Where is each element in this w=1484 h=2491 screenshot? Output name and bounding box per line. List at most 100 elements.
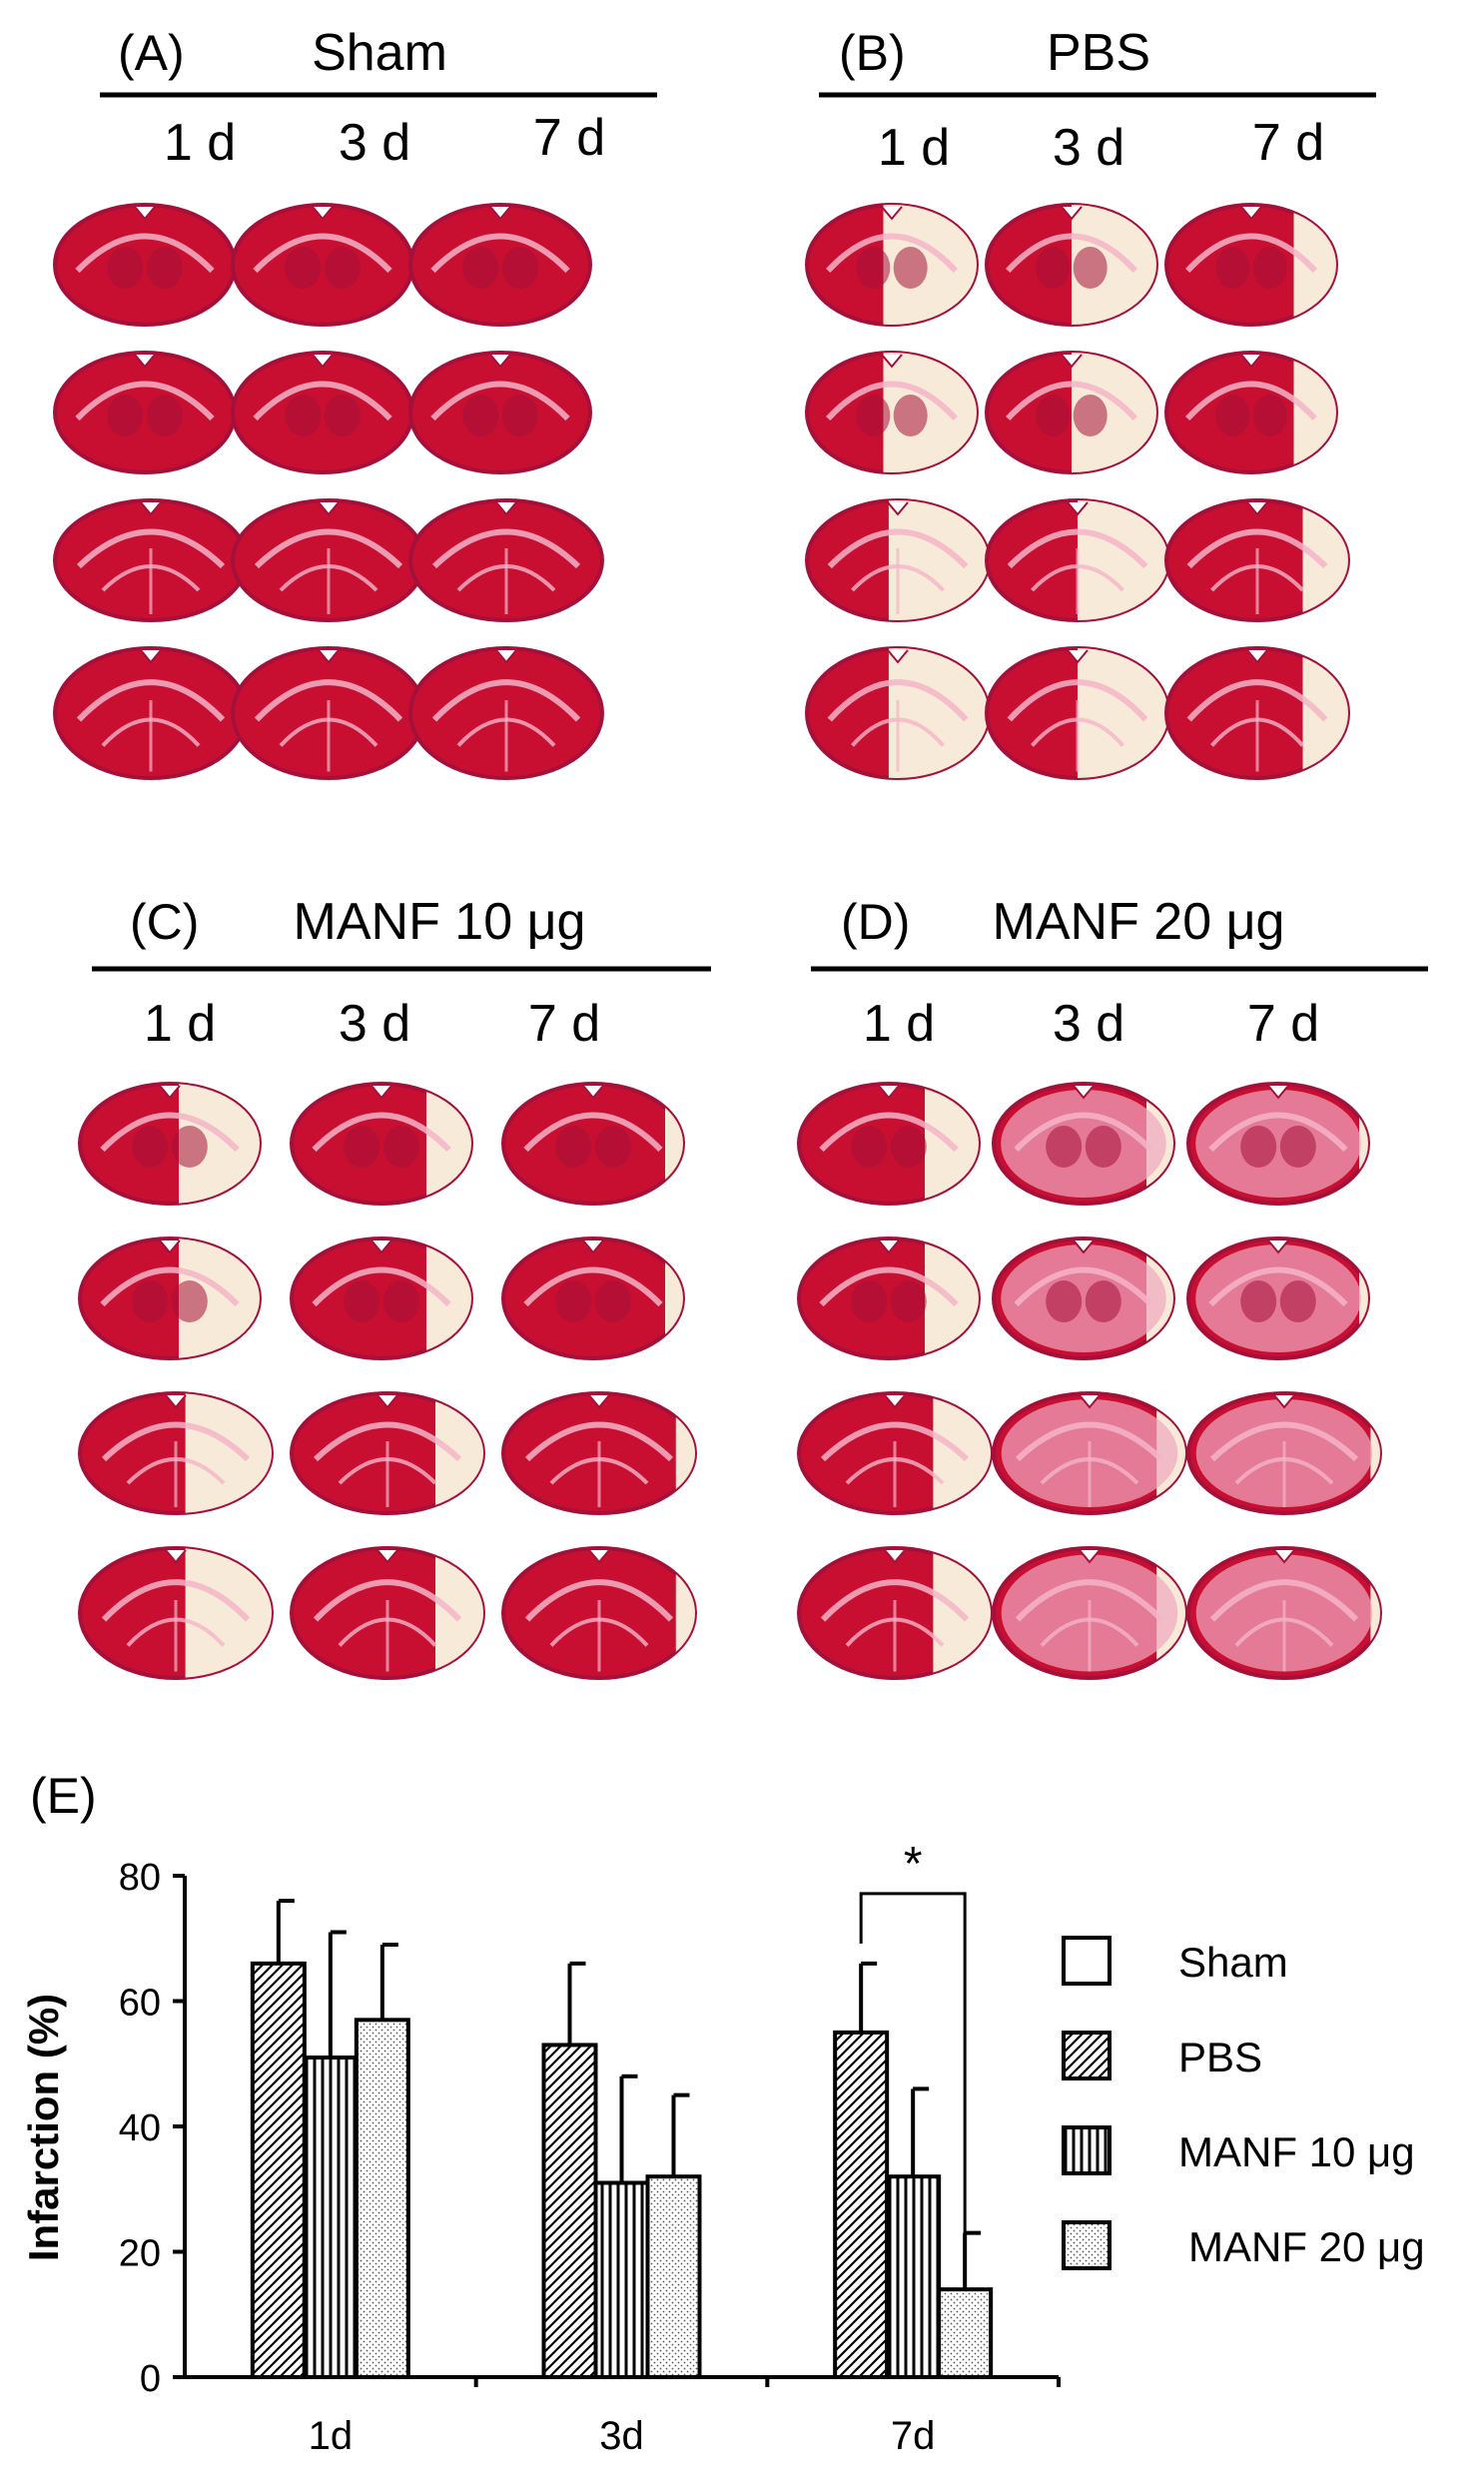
brain-slice [408, 646, 604, 780]
brain-slice [992, 1546, 1187, 1680]
brain-slice [992, 1237, 1175, 1360]
brain-slice [1186, 1391, 1382, 1515]
y-tick-label: 20 [119, 2233, 161, 2275]
brain-slice [805, 498, 991, 622]
significance-star: * [904, 1838, 923, 1891]
panel-label: (D) [841, 894, 910, 950]
brain-slice [53, 203, 237, 327]
brain-slice [501, 1237, 685, 1360]
panel-label: (A) [118, 25, 185, 81]
brain-slice [992, 1082, 1175, 1206]
brain-slice [78, 1237, 262, 1360]
brain-slice [501, 1546, 697, 1680]
legend-swatch [1062, 2125, 1112, 2175]
brain-slice [290, 1546, 485, 1680]
group-title: PBS [1047, 24, 1150, 82]
x-tick-label: 1d [309, 2414, 354, 2458]
brain-slice [408, 351, 592, 474]
y-tick-label: 0 [140, 2358, 161, 2400]
brain-slice [992, 1391, 1187, 1515]
brain-slice [985, 498, 1170, 622]
group-title: MANF 10 μg [294, 893, 586, 951]
brain-slice-grid [797, 1082, 1382, 1680]
legend-swatch [1062, 1936, 1112, 1986]
brain-slice [985, 351, 1158, 474]
brain-slice-grid [78, 1082, 697, 1680]
brain-slice [290, 1237, 473, 1360]
brain-slice [231, 203, 414, 327]
panel-pbs: (B) PBS 1 d 3 d 7 d [805, 24, 1376, 780]
x-tick-label: 7d [891, 2414, 936, 2458]
brain-slice [1186, 1237, 1370, 1360]
day-label: 3 d [339, 995, 410, 1053]
brain-slice [501, 1082, 685, 1206]
panel-label: (C) [130, 894, 199, 950]
brain-slice [985, 203, 1158, 327]
brain-slice [1164, 351, 1338, 474]
brain-slice [231, 646, 426, 780]
brain-slice [290, 1391, 485, 1515]
brain-slice [78, 1082, 262, 1206]
brain-slice [985, 646, 1170, 780]
day-label: 7 d [528, 995, 600, 1053]
panel-sham: (A) Sham 1 d 3 d 7 d [53, 24, 657, 780]
brain-slice [53, 498, 249, 622]
day-label: 3 d [1053, 995, 1124, 1053]
panel-label: (E) [30, 1768, 97, 1824]
y-axis-label: Infarction (%) [20, 1994, 67, 2261]
brain-slice [1186, 1082, 1370, 1206]
brain-slice [53, 351, 237, 474]
bar [250, 1961, 307, 2379]
brain-slice-grid [805, 203, 1350, 780]
brain-slice-grid [53, 203, 604, 780]
day-label: 1 d [144, 995, 216, 1053]
brain-slice [1164, 646, 1350, 780]
day-label: 1 d [878, 119, 950, 177]
significance-bracket [859, 1892, 967, 2280]
brain-slice [501, 1391, 697, 1515]
bar [302, 2055, 359, 2380]
brain-slice [231, 498, 426, 622]
bar [593, 2180, 650, 2380]
brain-slice [78, 1391, 274, 1515]
day-label: 7 d [1247, 995, 1319, 1053]
brain-slice [797, 1546, 993, 1680]
brain-slice [1164, 203, 1338, 327]
infarction-bar-chart: (E) Infarction (%) 0 20 40 60 80 1d 3d 7d * Sham… [20, 1768, 1425, 2458]
y-tick-label: 40 [119, 2107, 161, 2149]
bar [833, 2030, 890, 2379]
bar [541, 2043, 598, 2380]
bar [354, 2018, 410, 2379]
brain-slice [78, 1546, 274, 1680]
group-title: MANF 20 μg [993, 893, 1285, 951]
brain-slice [53, 646, 249, 780]
legend-label: Sham [1178, 1939, 1288, 1986]
bar [937, 2287, 994, 2379]
day-label: 7 d [1252, 114, 1324, 172]
panel-manf20: (D) MANF 20 μg 1 d 3 d 7 d [797, 893, 1428, 1680]
brain-slice [797, 1082, 981, 1206]
brain-slice [408, 203, 592, 327]
panel-label: (B) [839, 25, 906, 81]
legend-label: PBS [1178, 2034, 1262, 2080]
bar [885, 2174, 942, 2379]
day-label: 7 d [533, 109, 605, 167]
day-label: 3 d [339, 114, 410, 172]
brain-slice [797, 1237, 981, 1360]
brain-slice [1164, 498, 1350, 622]
brain-slice [805, 646, 991, 780]
chart-legend: Sham PBS MANF 10 μg MANF 20 μg [1062, 1936, 1425, 2270]
y-tick-label: 60 [119, 1983, 161, 2025]
group-title: Sham [312, 24, 447, 82]
legend-label: MANF 20 μg [1188, 2223, 1425, 2270]
y-tick-label: 80 [119, 1857, 161, 1899]
legend-swatch [1062, 2031, 1112, 2080]
brain-slice [805, 203, 979, 327]
bar [645, 2174, 702, 2379]
chart-plot-area: 0 20 40 60 80 1d 3d 7d * [119, 1838, 1061, 2458]
x-tick-label: 3d [599, 2414, 644, 2458]
legend-swatch [1062, 2220, 1112, 2270]
legend-label: MANF 10 μg [1178, 2128, 1415, 2175]
panel-manf10: (C) MANF 10 μg 1 d 3 d 7 d [78, 893, 711, 1680]
